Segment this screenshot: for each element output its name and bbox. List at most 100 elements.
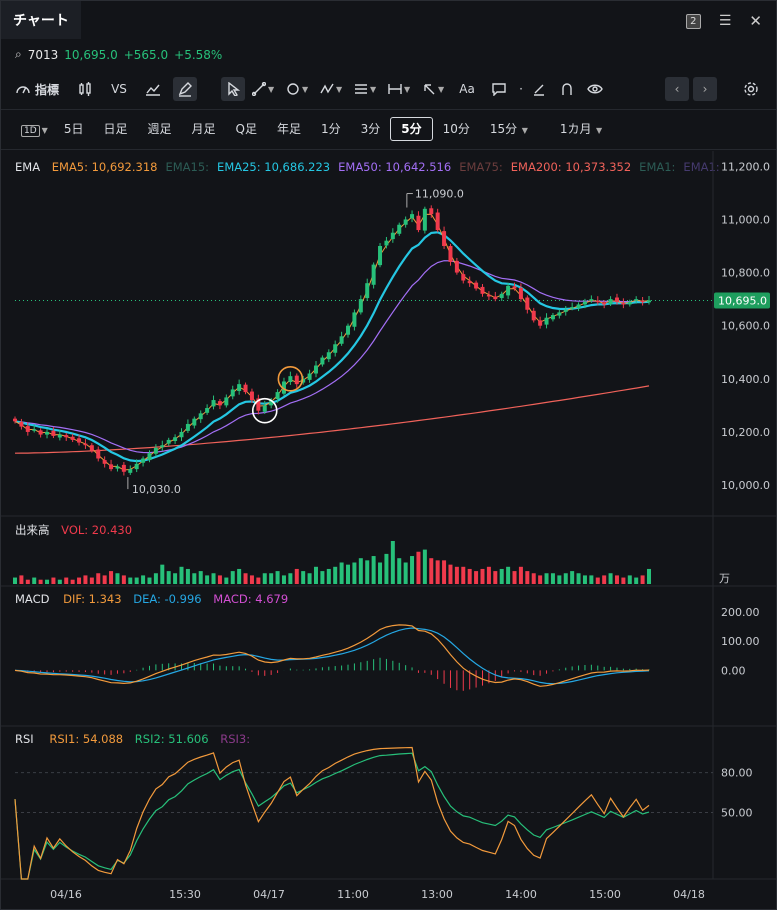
period-1[interactable]: 日足	[103, 122, 128, 136]
candle-body	[454, 260, 459, 273]
tab-chart[interactable]: チャート	[1, 1, 81, 39]
volume-bar	[102, 575, 107, 584]
arrow-tool[interactable]: ▼	[421, 77, 445, 101]
visibility-tool[interactable]	[583, 77, 607, 101]
settings-button[interactable]	[739, 77, 763, 101]
draw-toggle-button[interactable]	[173, 77, 198, 101]
period-10[interactable]: 15分 ▼	[489, 122, 528, 136]
volume-bar	[294, 568, 299, 584]
scroll-left-button[interactable]: ‹	[665, 77, 689, 101]
volume-bar	[512, 571, 517, 584]
candle-body	[525, 297, 530, 310]
search-icon[interactable]: ⌕	[15, 47, 22, 61]
candle-body	[563, 309, 568, 312]
macd-tick: 200.00	[721, 606, 760, 619]
period-divider	[1, 149, 776, 150]
candle-body	[538, 320, 543, 326]
ema-item-7: EMA1:	[683, 160, 720, 174]
chart-style-button[interactable]	[141, 77, 165, 101]
period-6[interactable]: 1分	[320, 122, 341, 136]
volume-bar	[237, 568, 242, 584]
shape-tool[interactable]: ▼	[285, 77, 309, 101]
candle-body	[128, 469, 133, 473]
signal-circle-white	[251, 397, 278, 424]
period-11[interactable]: 1カ月 ▼	[559, 122, 603, 136]
period-7[interactable]: 3分	[360, 122, 381, 136]
close-icon[interactable]: ✕	[749, 12, 762, 30]
volume-bar	[249, 575, 254, 584]
period-8[interactable]: 5分	[390, 117, 433, 141]
hide-drawings-tool[interactable]	[527, 77, 551, 101]
candle-body	[307, 373, 312, 380]
volume-bar	[557, 575, 562, 584]
candle-body	[185, 423, 190, 431]
pattern-tool[interactable]: ▼	[319, 77, 343, 101]
volume-bar	[614, 575, 619, 584]
candle-body	[83, 443, 88, 446]
fib-tool[interactable]: ▼	[353, 77, 377, 101]
candle-body	[403, 219, 408, 225]
volume-bar	[647, 568, 651, 584]
ticker-code[interactable]: 7013	[27, 47, 59, 62]
price-tick: 10,000.0	[721, 479, 770, 492]
candle-body	[281, 381, 286, 394]
candle-body	[422, 208, 427, 231]
area-chart-icon	[146, 84, 161, 96]
comment-icon	[492, 83, 506, 96]
text-tool[interactable]: Aa	[459, 82, 475, 96]
time-label: 14:00	[505, 888, 537, 901]
candle-body	[96, 449, 101, 459]
pen-icon	[178, 82, 193, 97]
rsi-legend: RSI RSI1: 54.088 RSI2: 51.606 RSI3:	[15, 732, 250, 746]
menu-icon[interactable]: ☰	[718, 13, 732, 29]
volume-bar	[582, 575, 587, 584]
period-0[interactable]: 5日	[63, 122, 84, 136]
magnet-tool[interactable]	[555, 77, 579, 101]
candle-type-button[interactable]	[73, 77, 97, 101]
candle-body	[166, 439, 171, 444]
candle-body	[64, 435, 69, 438]
volume-bar	[19, 575, 24, 584]
candle-body	[70, 436, 75, 440]
candle-body	[499, 293, 504, 299]
volume-bar	[352, 562, 357, 584]
period-9[interactable]: 10分	[442, 122, 470, 136]
candle-body	[384, 240, 389, 246]
candle-body	[320, 357, 325, 365]
period-3[interactable]: 月足	[191, 122, 216, 136]
period-1d-icon[interactable]: 1D ▼	[15, 118, 54, 140]
indicators-button[interactable]: 指標	[15, 77, 73, 101]
trendline-tool[interactable]: ▼	[251, 77, 275, 101]
candle-body	[121, 464, 126, 472]
macd-title: MACD	[15, 592, 50, 606]
period-2[interactable]: 週足	[147, 122, 172, 136]
candlestick-icon	[79, 82, 91, 96]
volume-unit: 万	[719, 572, 730, 585]
measure-tool[interactable]: ▼	[387, 77, 411, 101]
cursor-tool[interactable]	[221, 77, 246, 101]
candle-body	[461, 274, 466, 281]
candle-body	[179, 431, 184, 438]
period-5[interactable]: 年足	[276, 122, 301, 136]
cursor-icon	[228, 82, 241, 96]
candle-body	[288, 376, 293, 382]
compare-button[interactable]: VS	[111, 82, 127, 96]
candle-body	[506, 285, 511, 296]
volume-bar	[128, 577, 133, 584]
period-4[interactable]: Q足	[235, 122, 257, 136]
candle-body	[518, 287, 523, 300]
candle-body	[102, 460, 107, 464]
scroll-right-button[interactable]: ›	[693, 77, 717, 101]
macd-legend: MACD DIF: 1.343 DEA: -0.996 MACD: 4.679	[15, 592, 288, 606]
macd-tick: 100.00	[721, 635, 760, 648]
price-tick: 10,600.0	[721, 320, 770, 333]
candle-body	[595, 300, 600, 303]
ema-item-1: EMA15:	[165, 160, 210, 174]
candle-body	[230, 389, 235, 397]
candle-body	[621, 302, 626, 305]
volume-bar	[211, 573, 216, 584]
comment-tool[interactable]	[487, 77, 511, 101]
window-count-badge[interactable]: 2	[685, 13, 701, 29]
